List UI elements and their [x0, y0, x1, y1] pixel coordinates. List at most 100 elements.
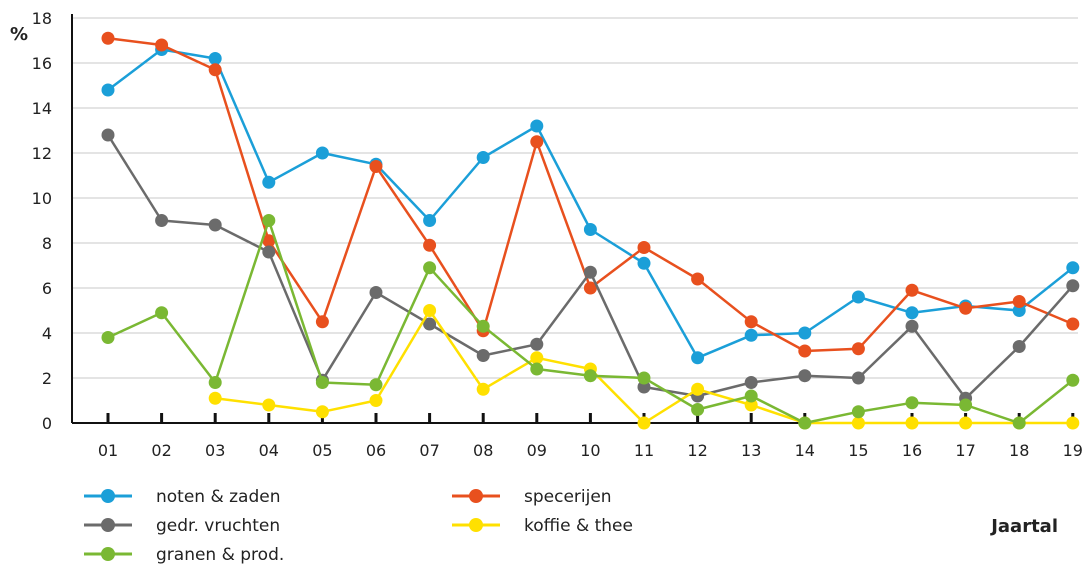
- data-point: [851, 290, 865, 304]
- data-point: [530, 135, 544, 149]
- x-tick-label: 03: [205, 441, 225, 460]
- x-tick-label: 11: [634, 441, 654, 460]
- data-point: [583, 223, 597, 236]
- x-tick-label: 18: [1009, 441, 1029, 460]
- data-point: [744, 398, 758, 412]
- x-tick-label: 17: [955, 441, 975, 460]
- data-point: [476, 382, 490, 396]
- series-specerijen: [101, 31, 1080, 358]
- data-point: [423, 214, 437, 227]
- legend-swatch-marker: [469, 518, 483, 532]
- legend-item: specerijen: [452, 487, 612, 507]
- y-tick-label: 2: [42, 369, 52, 388]
- legend: noten & zaden specerijen gedr. vruchten kof…: [84, 487, 633, 565]
- data-point: [1066, 317, 1080, 331]
- data-point: [691, 382, 705, 396]
- data-point: [1012, 340, 1026, 353]
- data-point: [905, 319, 919, 333]
- data-point: [851, 342, 865, 356]
- x-tick-label: 02: [151, 441, 171, 460]
- y-tick-label: 4: [42, 324, 52, 343]
- data-point: [476, 349, 490, 362]
- x-tick-label: 12: [687, 441, 707, 460]
- data-point: [101, 83, 115, 97]
- data-point: [905, 306, 919, 320]
- series-line: [107, 37, 1074, 353]
- data-point: [530, 119, 544, 133]
- data-point: [208, 218, 222, 232]
- legend-label: specerijen: [524, 487, 612, 507]
- data-point: [476, 319, 490, 333]
- data-point: [637, 241, 651, 254]
- legend-item: koffie & thee: [452, 516, 633, 536]
- data-point: [315, 405, 329, 419]
- legend-swatch-marker: [101, 518, 115, 532]
- data-point: [1012, 295, 1026, 308]
- y-tick-label: 6: [42, 279, 52, 298]
- data-point: [155, 306, 169, 320]
- data-point: [959, 398, 973, 412]
- legend-swatch-marker: [101, 489, 115, 503]
- legend-swatch-marker: [101, 547, 115, 561]
- data-point: [1066, 373, 1080, 387]
- data-point: [1012, 304, 1026, 317]
- series-granen-prod-: [101, 214, 1080, 430]
- data-point: [905, 283, 919, 297]
- y-tick-label: 18: [32, 9, 52, 28]
- data-point: [1066, 261, 1080, 275]
- data-point: [798, 369, 812, 383]
- data-point: [1066, 279, 1080, 293]
- data-point: [959, 301, 973, 315]
- y-tick-label: 8: [42, 234, 52, 253]
- data-point: [369, 378, 383, 392]
- x-tick-label: 08: [473, 441, 493, 460]
- data-point: [315, 146, 329, 160]
- data-point: [423, 304, 437, 317]
- data-point: [262, 175, 276, 189]
- legend-item: gedr. vruchten: [84, 516, 280, 536]
- series-line: [215, 309, 1073, 425]
- data-point: [1066, 416, 1080, 430]
- data-point: [583, 265, 597, 279]
- x-tick-label: 04: [259, 441, 279, 460]
- data-point: [530, 362, 544, 376]
- data-point: [101, 128, 115, 142]
- legend-label: koffie & thee: [524, 516, 633, 536]
- data-point: [423, 238, 437, 252]
- legend-item: noten & zaden: [84, 487, 281, 507]
- series-layer: [101, 31, 1080, 430]
- data-point: [423, 317, 437, 331]
- series-noten-zaden: [101, 43, 1080, 365]
- data-point: [583, 369, 597, 383]
- x-tick-label: 10: [580, 441, 600, 460]
- data-point: [262, 214, 276, 227]
- y-tick-label: 14: [32, 99, 52, 118]
- legend-label: noten & zaden: [156, 487, 281, 507]
- data-point: [798, 344, 812, 358]
- data-point: [905, 396, 919, 410]
- series-koffie-thee: [208, 304, 1080, 430]
- data-point: [476, 151, 490, 164]
- legend-swatch-marker: [469, 489, 483, 503]
- x-tick-label: 16: [902, 441, 922, 460]
- data-point: [744, 389, 758, 403]
- x-tick-label: 14: [795, 441, 815, 460]
- data-point: [637, 416, 651, 430]
- y-axis-title: %: [10, 24, 28, 45]
- data-point: [851, 405, 865, 419]
- data-point: [208, 63, 222, 77]
- data-point: [637, 380, 651, 394]
- data-point: [208, 391, 222, 405]
- data-point: [369, 286, 383, 299]
- data-point: [744, 376, 758, 389]
- data-point: [744, 328, 758, 342]
- data-point: [315, 315, 329, 329]
- data-point: [262, 234, 276, 248]
- data-point: [369, 394, 383, 407]
- data-point: [208, 52, 222, 65]
- data-point: [798, 326, 812, 340]
- data-point: [155, 38, 169, 52]
